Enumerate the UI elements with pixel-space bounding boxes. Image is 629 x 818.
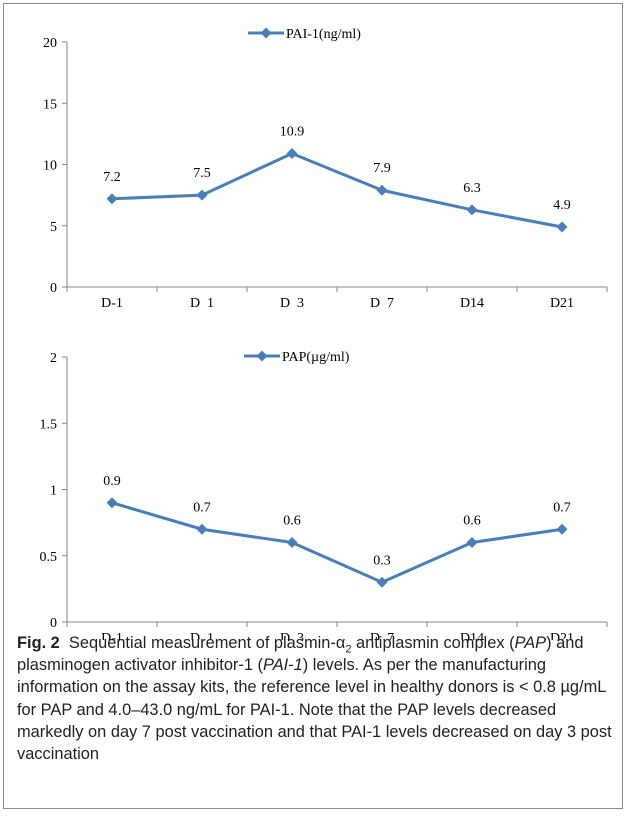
- data-point: [466, 204, 478, 216]
- y-tick-label: 1.5: [40, 417, 58, 432]
- data-label: 0.3: [373, 553, 391, 568]
- legend-marker: [260, 27, 272, 39]
- figure-caption: Fig. 2 Sequential measurement of plasmin…: [17, 632, 617, 765]
- data-point: [376, 576, 388, 588]
- series-line: [111, 151, 563, 229]
- data-point: [376, 184, 388, 196]
- x-tick-label: D 1: [190, 296, 214, 311]
- caption-figure-label: Fig. 2: [17, 634, 60, 652]
- data-label: 4.9: [553, 198, 571, 213]
- x-tick-label: D14: [460, 296, 484, 311]
- x-tick-label: D 7: [370, 631, 394, 640]
- pai1-chart: 0 5 10 15 20 D-1 D 1 D 3 D 7 D14 D21 7.2 7.5 10.9 7.9 6…: [43, 27, 608, 311]
- x-tick-label: D 3: [280, 296, 304, 311]
- y-tick-label: 15: [43, 97, 57, 112]
- y-tick-label: 5: [50, 220, 57, 235]
- y-tick-label: 10: [43, 159, 57, 174]
- y-tick-label: 0: [50, 616, 57, 631]
- x-tick-label: D 7: [370, 296, 394, 311]
- data-point: [286, 537, 298, 548]
- data-point: [556, 523, 568, 535]
- data-point: [556, 221, 568, 233]
- data-label: 10.9: [280, 124, 305, 139]
- x-tick-label: D21: [550, 296, 574, 311]
- data-label: 0.6: [463, 514, 481, 529]
- caption-text: Sequential measurement of plasmin-α2 ant…: [17, 634, 612, 764]
- y-tick-label: 20: [43, 36, 57, 51]
- series-line: [111, 501, 563, 584]
- data-label: 7.5: [193, 166, 211, 181]
- legend-marker: [256, 350, 268, 362]
- data-label: 7.9: [373, 161, 391, 176]
- data-point: [286, 147, 298, 159]
- y-tick-label: 0.5: [40, 550, 58, 565]
- y-tick-label: 2: [50, 351, 57, 366]
- legend-label: PAI-1(ng/ml): [286, 27, 361, 42]
- legend-label: PAP(µg/ml): [282, 350, 350, 365]
- data-point: [196, 189, 208, 201]
- figure-frame: [3, 3, 623, 809]
- x-tick-label: D-1: [101, 296, 123, 311]
- y-tick-label: 0: [50, 281, 57, 296]
- data-point: [106, 497, 118, 509]
- x-tick-label: D 3: [280, 631, 304, 640]
- data-label: 7.2: [103, 170, 121, 185]
- data-label: 0.9: [103, 474, 121, 489]
- data-label: 0.6: [283, 514, 301, 529]
- x-tick-label: D-1: [101, 631, 123, 640]
- x-tick-label: D 1: [190, 631, 214, 640]
- data-label: 0.7: [553, 500, 571, 515]
- data-point: [466, 537, 478, 548]
- x-tick-label: D21: [550, 631, 574, 640]
- data-label: 0.7: [193, 500, 211, 515]
- data-label: 6.3: [463, 181, 481, 196]
- y-tick-label: 1: [50, 484, 57, 499]
- x-tick-label: D14: [460, 631, 484, 640]
- pap-chart: 0 0.5 1 1.5 2 D-1 D 1 D 3 D 7 D14 D21 0.9 0.7 0.6 0.3 0…: [40, 350, 608, 640]
- data-point: [106, 193, 118, 205]
- data-point: [196, 523, 208, 535]
